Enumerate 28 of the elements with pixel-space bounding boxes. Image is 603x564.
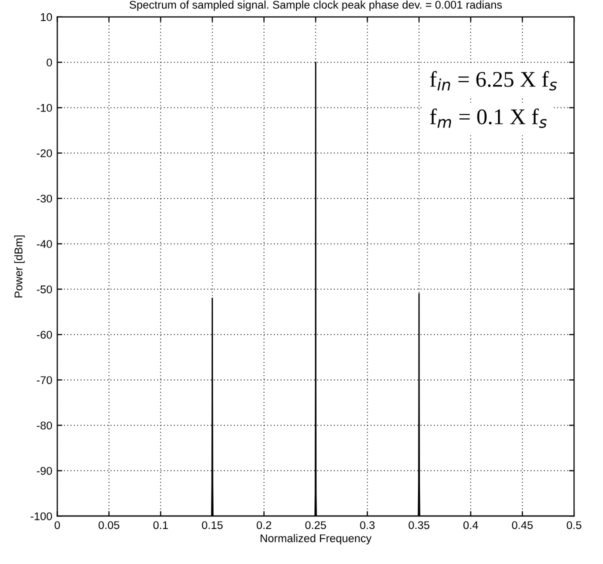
x-tick-label: 0.4 (463, 521, 478, 530)
y-tick-label: -30 (36, 194, 52, 203)
y-tick-label: -10 (36, 104, 52, 112)
x-tick-label: 0.35 (408, 521, 430, 530)
y-tick-label: -80 (36, 422, 52, 430)
y-tick-label: -20 (36, 149, 52, 158)
x-tick-label: 0.5 (566, 521, 582, 530)
x-tick-label: 0.15 (202, 521, 223, 530)
x-tick-label: 0.1 (153, 521, 168, 530)
y-tick-label: -40 (36, 240, 52, 248)
x-tick-label: 0.3 (360, 521, 375, 530)
y-tick-label: -60 (36, 330, 52, 339)
y-tick-label: -70 (36, 376, 52, 384)
y-tick-label: 10 (40, 13, 52, 22)
annotation: f$_{m}$ = 0.1 X f$_{s}$ (430, 108, 547, 128)
x-tick-label: 0 (54, 521, 60, 530)
y-tick-label: -90 (36, 466, 52, 475)
x-tick-label: 0.05 (98, 521, 120, 530)
x-axis-title: Normalized Frequency (260, 534, 372, 544)
y-tick-label: -100 (30, 512, 52, 520)
y-tick-label: 0 (46, 58, 52, 66)
chart-title: Spectrum of sampled signal. Sample clock peak phase dev. = 0.001 radians (130, 0, 502, 11)
x-tick-label: 0.45 (512, 521, 533, 530)
y-axis-title: Power [dBm] (14, 235, 25, 298)
x-tick-label: 0.2 (256, 521, 272, 530)
annotation: f$_{in}$ = 6.25 X f$_{s}$ (430, 71, 557, 91)
y-tick-label: -50 (36, 285, 52, 294)
x-tick-label: 0.25 (305, 521, 326, 530)
